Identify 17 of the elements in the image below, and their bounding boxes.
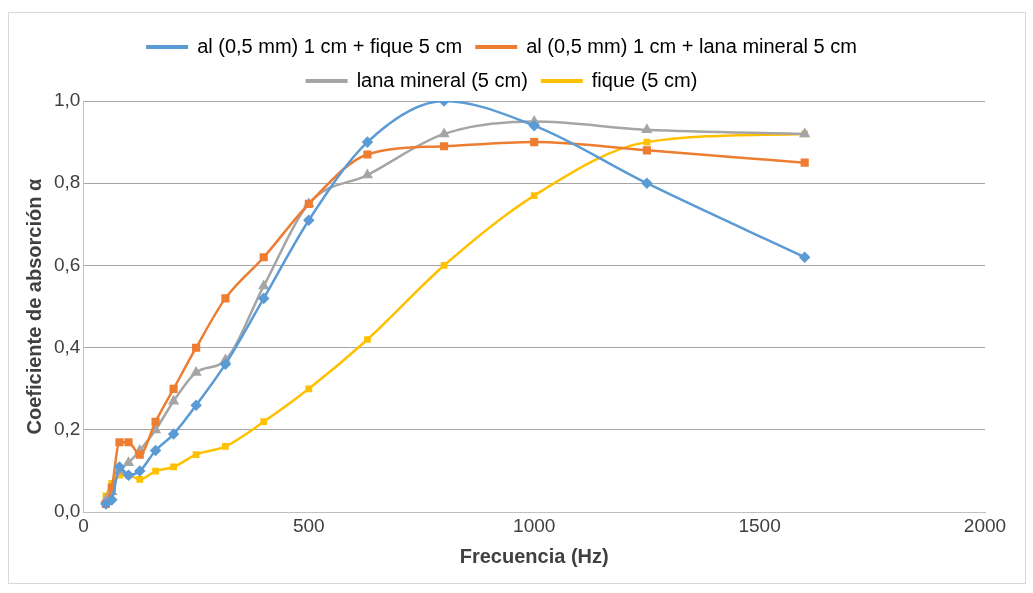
y-tick-label: 0,2 [53,418,81,440]
y-tick-label: 0,6 [53,253,81,275]
x-tick-label: 2000 [963,514,1007,536]
x-tick-label: 500 [292,514,325,536]
x-tick-label: 1000 [513,514,556,536]
legend-label: al (0,5 mm) 1 cm + lana mineral 5 cm [526,34,857,57]
y-tick-label: 1,0 [53,89,81,111]
y-tick-label: 0,8 [53,171,81,193]
legend-label: fique (5 cm) [591,68,698,91]
y-tick-label: 0,0 [53,500,81,522]
legend-label: lana mineral (5 cm) [356,68,528,91]
x-tick-label: 1500 [738,514,781,536]
y-tick-label: 0,4 [53,335,81,357]
x-tick-label: 0 [78,514,89,536]
y-axis-title: Coeficiente de absorción α [22,178,45,435]
legend-label: al (0,5 mm) 1 cm + fique 5 cm [197,34,463,57]
x-axis-title: Frecuencia (Hz) [459,544,609,567]
